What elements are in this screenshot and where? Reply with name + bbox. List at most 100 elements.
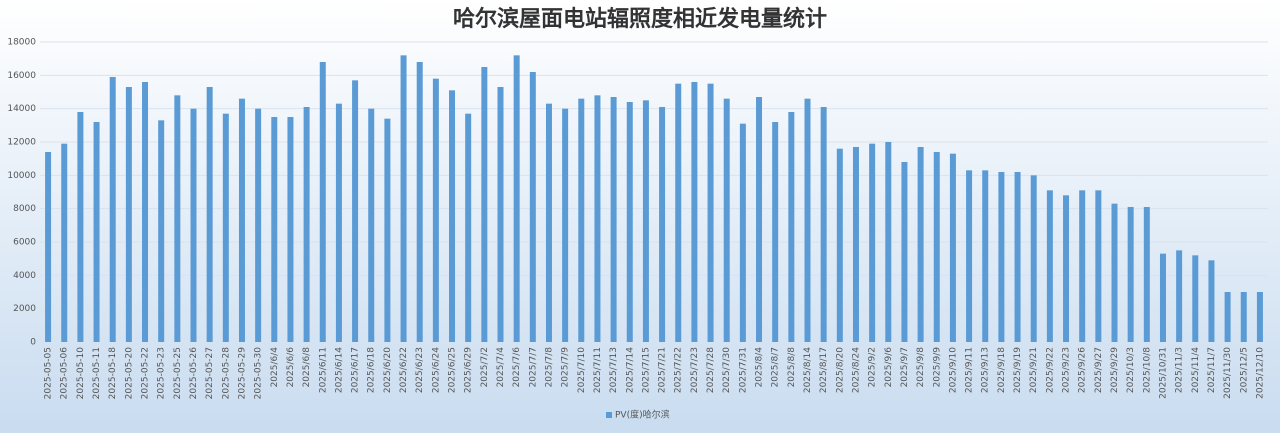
y-tick-label: 2000 (13, 304, 36, 314)
x-tick-label: 2025/7/23 (690, 347, 700, 393)
x-tick-label: 2025/6/24 (431, 347, 441, 393)
bar (578, 98, 585, 343)
bar (998, 172, 1005, 342)
bar (513, 55, 520, 342)
x-tick-label: 2025/7/31 (738, 347, 748, 393)
x-tick-label: 2025/6/25 (448, 347, 458, 393)
x-tick-label: 2025-05-23 (157, 347, 167, 399)
x-tick-label: 2025-05-25 (173, 347, 183, 399)
x-tick-label: 2025/9/10 (948, 347, 958, 393)
bar (933, 152, 940, 342)
bar (271, 117, 278, 342)
bar (449, 90, 456, 342)
x-tick-label: 2025/6/18 (367, 347, 377, 393)
bar (1079, 190, 1086, 342)
x-tick-label: 2025/8/17 (819, 347, 829, 393)
x-tick-label: 2025-05-29 (237, 347, 247, 400)
y-tick-label: 14000 (7, 104, 36, 114)
bar (465, 113, 472, 343)
legend-swatch (606, 412, 612, 418)
bar (610, 97, 617, 342)
x-tick-label: 2025/9/29 (1110, 347, 1120, 393)
bar (497, 87, 504, 342)
x-tick-label: 2025/9/7 (900, 347, 910, 387)
bar (562, 108, 569, 343)
x-tick-label: 2025/12/10 (1255, 347, 1265, 399)
bar (1127, 207, 1134, 342)
bar (966, 170, 973, 342)
x-tick-label: 2025/6/22 (399, 347, 409, 393)
x-tick-label: 2025/6/23 (415, 347, 425, 393)
x-tick-label: 2025/6/11 (318, 347, 328, 393)
bar (432, 78, 439, 343)
x-tick-label: 2025/9/2 (868, 347, 878, 387)
x-tick-label: 2025/6/6 (286, 347, 296, 388)
bar (335, 103, 342, 343)
bar (368, 108, 375, 343)
x-tick-label: 2025-05-18 (108, 347, 118, 400)
bar (691, 82, 698, 342)
bar (675, 83, 682, 343)
bar (1176, 250, 1183, 342)
bar (901, 162, 908, 342)
x-tick-label: 2025/9/8 (916, 347, 926, 388)
x-tick-label: 2025/9/18 (997, 347, 1007, 393)
x-tick-label: 2025/6/4 (270, 347, 280, 388)
x-tick-label: 2025/7/14 (625, 347, 635, 393)
bar (626, 102, 633, 342)
bar (1095, 190, 1102, 342)
x-tick-label: 2025/8/8 (787, 347, 797, 388)
bar (1256, 292, 1263, 342)
bar (77, 112, 84, 342)
y-tick-label: 18000 (7, 38, 36, 48)
x-tick-label: 2025/6/29 (464, 347, 474, 393)
bar (158, 120, 165, 342)
x-tick-label: 2025-05-05 (44, 347, 54, 399)
x-tick-label: 2025/7/2 (480, 347, 490, 387)
x-tick-label: 2025/7/15 (641, 347, 651, 393)
x-tick-label: 2025/7/4 (496, 347, 506, 388)
chart-title: 哈尔滨屋面电站辐照度相近发电量统计 (453, 6, 827, 32)
x-tick-label: 2025/9/9 (932, 347, 942, 388)
x-tick-label: 2025/7/22 (674, 347, 684, 393)
bar (982, 170, 989, 342)
bar (529, 72, 536, 342)
x-tick-label: 2025/8/20 (835, 347, 845, 393)
bar (190, 108, 197, 343)
x-tick-label: 2025-05-26 (189, 347, 199, 400)
x-tick-label: 2025-05-28 (221, 347, 231, 400)
bar (287, 117, 294, 342)
bar (1111, 203, 1118, 342)
bar (756, 97, 763, 342)
x-tick-label: 2025/8/24 (851, 347, 861, 393)
bar (109, 77, 116, 342)
bar (481, 67, 488, 342)
x-tick-label: 2025/9/26 (1078, 347, 1088, 393)
bar (93, 122, 100, 342)
bar (852, 147, 859, 342)
x-tick-label: 2025/10/31 (1158, 347, 1168, 399)
bar (45, 152, 52, 342)
y-tick-label: 10000 (7, 171, 36, 181)
bar (723, 98, 730, 343)
bar (804, 98, 811, 343)
bar (1224, 292, 1231, 342)
bar (1192, 255, 1199, 342)
bar (222, 113, 229, 343)
bar (1030, 175, 1037, 342)
bar (885, 142, 892, 342)
y-tick-label: 0 (30, 338, 36, 348)
y-tick-label: 16000 (7, 71, 36, 81)
x-tick-label: 2025/8/4 (755, 347, 765, 388)
bar (384, 118, 391, 343)
x-tick-label: 2025-05-11 (92, 347, 102, 399)
bar (917, 147, 924, 342)
bar (820, 107, 827, 342)
x-tick-label: 2025/9/27 (1094, 347, 1104, 393)
bar (1046, 190, 1053, 342)
x-tick-label: 2025/8/7 (771, 347, 781, 387)
bar (1240, 292, 1247, 342)
bar (400, 55, 407, 342)
x-tick-label: 2025/6/14 (334, 347, 344, 393)
